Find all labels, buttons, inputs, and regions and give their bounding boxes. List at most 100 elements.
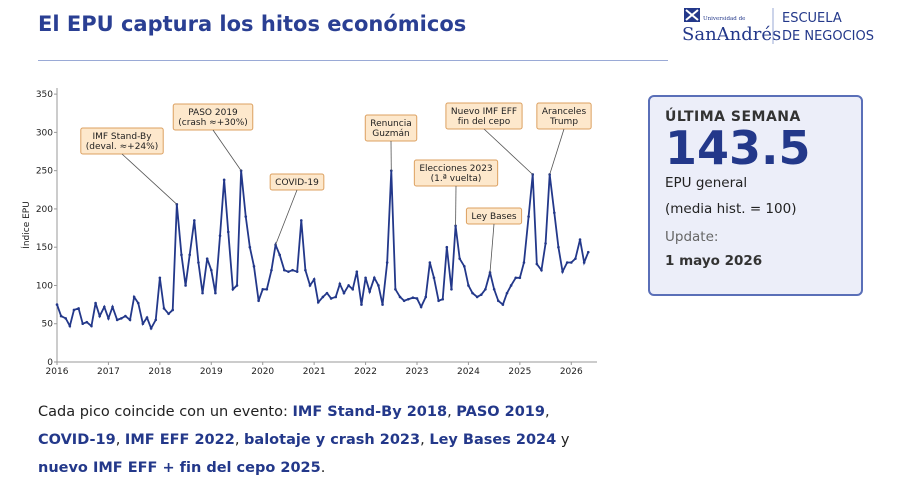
point (467, 284, 470, 287)
point (475, 295, 479, 299)
point (514, 276, 518, 280)
caption-highlight: balotaje y crash 2023 (244, 432, 421, 448)
logo-name: SanAndrés (682, 24, 781, 45)
point (518, 276, 522, 280)
caption-text: , (420, 432, 430, 448)
point (231, 287, 235, 291)
point (244, 215, 248, 218)
point (450, 287, 453, 291)
annotation-text: IMF Stand-By (92, 132, 152, 142)
point (415, 297, 419, 300)
point (141, 322, 145, 326)
point (77, 307, 80, 310)
annotation: Elecciones 2023(1.ª vuelta) (413, 159, 499, 226)
caption-highlight: IMF EFF 2022 (124, 432, 235, 448)
point (218, 234, 222, 238)
point (557, 245, 560, 249)
annotation-text: Elecciones 2023 (419, 164, 492, 174)
caption-highlight: IMF Stand-By 2018 (292, 404, 448, 420)
point (214, 291, 217, 295)
point (312, 278, 316, 281)
point (149, 327, 153, 330)
point (180, 253, 183, 257)
point (321, 295, 325, 299)
point (398, 295, 402, 299)
update-label: Update: (665, 229, 719, 245)
x-tick-label: 2021 (303, 367, 326, 377)
y-tick-label: 50 (42, 320, 54, 330)
x-tick-label: 2026 (560, 367, 583, 377)
line (56, 170, 590, 331)
point (98, 314, 101, 318)
point (248, 245, 252, 249)
point (205, 257, 209, 260)
point (342, 291, 346, 295)
point (505, 291, 509, 295)
caption-text: y (556, 432, 575, 448)
logo-school: ESCUELA (782, 11, 842, 26)
annotation-text: COVID-19 (275, 178, 319, 188)
point (283, 268, 286, 272)
point (582, 261, 586, 264)
divider (38, 60, 668, 61)
point (124, 314, 127, 318)
logo-small: Universidad de (703, 16, 745, 22)
point (377, 284, 380, 287)
annotation-arrow (489, 223, 495, 273)
x-tick-label: 2017 (97, 367, 120, 377)
annotation-text: Nuevo IMF EFF (451, 107, 517, 117)
point (308, 284, 312, 287)
point (501, 303, 505, 306)
y-axis-label: Índice EPU (20, 201, 32, 249)
point (360, 303, 363, 306)
point (136, 301, 140, 305)
point (368, 290, 371, 293)
point (428, 261, 432, 264)
point (287, 270, 290, 273)
point (193, 219, 196, 222)
point (445, 245, 449, 249)
annotation-text: (deval. ≈+24%) (86, 142, 158, 152)
point (119, 317, 123, 320)
point (411, 296, 415, 300)
x-tick-label: 2023 (406, 367, 429, 377)
annotation: PASO 2019(crash ≈+30%) (172, 103, 254, 171)
point (68, 324, 72, 328)
point (162, 307, 166, 310)
point (304, 268, 307, 272)
point (85, 320, 89, 324)
point (432, 276, 436, 280)
caption-highlight: PASO 2019 (456, 404, 545, 420)
point (201, 291, 204, 295)
point (535, 262, 539, 266)
chart: 0 50 100 150 200 250 300 350 2016 2017 2018 2019 202… (20, 88, 597, 377)
x-tick-label: 2018 (148, 367, 171, 377)
caption-text: , (234, 432, 245, 448)
point (72, 308, 76, 312)
point (167, 312, 170, 316)
point (145, 316, 149, 319)
caption-text: , (545, 404, 555, 420)
annotation-arrow (275, 189, 298, 246)
caption-text: , (115, 432, 125, 448)
point (419, 305, 423, 309)
x-tick-label: 2019 (200, 367, 223, 377)
point (338, 282, 342, 286)
point (471, 291, 474, 295)
point (115, 318, 119, 322)
point (540, 268, 543, 272)
annotation-text: (crash ≈+30%) (178, 118, 248, 128)
point (278, 253, 281, 257)
caption: Cada pico coincide con un evento: IMF St… (38, 398, 598, 480)
point (351, 287, 355, 291)
y-tick-label: 200 (36, 205, 53, 215)
y-tick-label: 150 (36, 243, 53, 253)
point (81, 322, 85, 326)
update-date: 1 mayo 2026 (665, 253, 763, 269)
point (64, 317, 68, 320)
point (578, 238, 582, 241)
x-tick-label: 2024 (457, 367, 480, 377)
point (544, 242, 547, 245)
